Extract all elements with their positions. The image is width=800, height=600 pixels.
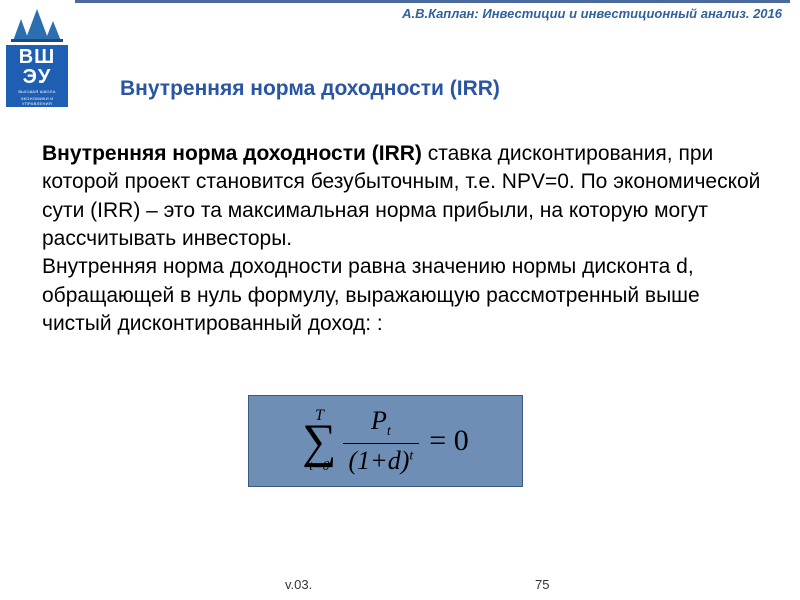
logo-line2: ЭУ (23, 67, 52, 87)
logo-subtitle2: ЭКОНОМИКИ И УПРАВЛЕНИЯ (6, 96, 68, 106)
body-para2: Внутренняя норма доходности равна значен… (42, 255, 700, 335)
equals-zero: = 0 (425, 424, 468, 458)
header-rule (75, 0, 790, 3)
footer-version: v.03. (285, 577, 312, 592)
numerator-sub: t (387, 425, 391, 440)
formula: T ∑ t=0 Pt (1+d)t = 0 (302, 406, 468, 475)
logo-block: ВШ ЭУ ВЫСШАЯ ШКОЛА ЭКОНОМИКИ И УПРАВЛЕНИ… (6, 3, 71, 108)
footer-page-number: 75 (535, 577, 549, 592)
denominator-sup: t (409, 448, 413, 463)
body-paragraph: Внутренняя норма доходности (IRR) ставка… (42, 140, 772, 338)
logo-line1: ВШ (19, 47, 56, 67)
header-citation: А.В.Каплан: Инвестиции и инвестиционный … (402, 6, 782, 21)
school-logo-icon: ВШ ЭУ ВЫСШАЯ ШКОЛА ЭКОНОМИКИ И УПРАВЛЕНИ… (6, 45, 68, 107)
logo-subtitle1: ВЫСШАЯ ШКОЛА (18, 89, 55, 94)
denominator-base: (1+d) (349, 446, 410, 475)
fraction: Pt (1+d)t (343, 406, 420, 475)
formula-panel: T ∑ t=0 Pt (1+d)t = 0 (248, 395, 523, 487)
slide-title: Внутренняя норма доходности (IRR) (120, 77, 500, 101)
numerator-base: P (371, 406, 387, 435)
sigma-icon: T ∑ t=0 (302, 408, 336, 474)
sum-lower-limit: t=0 (309, 460, 329, 474)
body-lead-bold: Внутренняя норма доходности (IRR) (42, 142, 422, 165)
university-crest-icon (6, 3, 68, 43)
